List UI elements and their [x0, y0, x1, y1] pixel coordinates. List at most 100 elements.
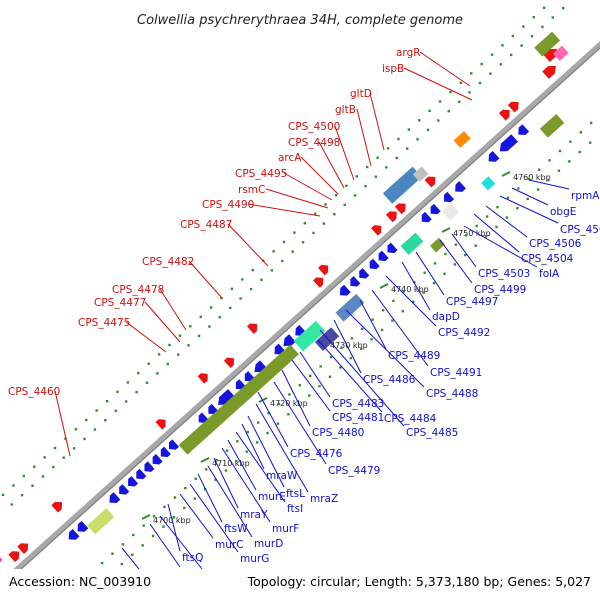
forward-gene-label: CPS_4500	[288, 121, 340, 133]
band-dot	[350, 337, 354, 340]
reverse-gene-arrow	[430, 203, 441, 215]
band-dot	[297, 403, 300, 407]
gene-block	[293, 320, 326, 352]
gene-block	[539, 113, 565, 138]
reverse-gene-label: CPS_4492	[438, 327, 490, 339]
reverse-label-leader	[299, 351, 331, 398]
band-dot	[490, 53, 494, 56]
gene-block	[534, 31, 561, 57]
band-dot	[505, 216, 509, 219]
reverse-label-leader	[189, 483, 239, 553]
reverse-label-leader	[359, 299, 387, 350]
band-dot	[360, 347, 363, 350]
reverse-label-leader	[528, 179, 570, 190]
band-dot	[204, 468, 208, 471]
reverse-gene-label: CPS_4509	[560, 224, 600, 236]
forward-label-leader	[188, 260, 223, 299]
band-dot	[407, 128, 411, 131]
reverse-gene-label: ftsL	[286, 488, 305, 500]
scale-tick-label: 4720 kbp	[270, 399, 308, 408]
footer-background	[0, 569, 600, 600]
gene-block	[382, 166, 422, 204]
reverse-gene-label: murF	[272, 523, 299, 535]
band-dot	[224, 469, 228, 472]
band-dot	[236, 440, 239, 443]
forward-gene-arrow	[498, 109, 510, 121]
reverse-gene-label: CPS_4491	[430, 367, 482, 379]
band-dot	[475, 224, 478, 228]
band-dot	[272, 250, 275, 253]
band-dot	[578, 150, 581, 154]
band-dot	[20, 493, 24, 497]
reverse-gene-arrow	[283, 334, 296, 347]
reverse-label-leader	[333, 319, 362, 374]
outer-dot-bands	[1, 6, 593, 566]
band-dot	[495, 225, 498, 229]
band-dot	[412, 300, 415, 304]
band-dot	[457, 100, 461, 103]
reverse-gene-arrow	[152, 454, 163, 465]
band-dot	[329, 355, 333, 359]
reverse-gene-label: murD	[254, 538, 283, 550]
band-dot	[251, 268, 254, 272]
band-dot	[53, 446, 57, 450]
band-dot	[120, 562, 124, 566]
band-dot	[132, 533, 135, 537]
band-dot	[116, 390, 119, 394]
band-dot	[423, 271, 426, 274]
band-dot	[309, 374, 312, 377]
band-dot	[418, 119, 421, 122]
reverse-gene-arrow	[455, 181, 466, 192]
forward-gene-arrow	[197, 373, 208, 384]
band-dot	[270, 269, 274, 272]
band-dot	[166, 362, 169, 366]
band-dot	[380, 328, 384, 332]
reverse-label-leader	[255, 403, 309, 493]
reverse-gene-arrow	[444, 191, 455, 203]
band-dot	[506, 196, 510, 200]
band-dot	[12, 484, 15, 487]
map-title: Colwellia psychrerythraea 34H, complete …	[137, 13, 463, 28]
scale-tick	[141, 514, 151, 520]
reverse-gene-arrow	[160, 446, 171, 458]
reverse-label-leader	[385, 275, 437, 327]
gene-block	[429, 237, 445, 253]
reverse-gene-label: obgE	[550, 206, 576, 218]
band-dot	[260, 278, 263, 281]
band-dot	[72, 447, 76, 450]
band-dot	[401, 310, 405, 313]
band-dot	[328, 375, 332, 379]
reverse-gene-label: CPS_4506	[529, 238, 582, 250]
band-dot	[489, 72, 492, 75]
band-dot	[131, 553, 134, 556]
band-dot	[496, 205, 499, 209]
band-dot	[184, 486, 187, 490]
band-dot	[83, 437, 86, 441]
band-dot	[194, 477, 197, 480]
band-dot	[256, 421, 260, 424]
band-dot	[355, 175, 359, 178]
forward-gene-arrow	[8, 551, 20, 563]
forward-label-leader	[125, 321, 167, 353]
reverse-gene-label: CPS_4503	[478, 268, 530, 280]
forward-label-leader	[369, 92, 385, 151]
reverse-gene-arrow	[369, 258, 380, 270]
forward-gene-label: CPS_4495	[235, 168, 287, 180]
reverse-gene-label: ftsI	[287, 503, 303, 515]
band-dot	[152, 515, 156, 518]
reverse-label-leader	[291, 359, 331, 412]
band-dot	[438, 100, 442, 103]
band-dot	[241, 278, 244, 281]
reverse-gene-label: CPS_4504	[521, 253, 574, 265]
band-dot	[288, 393, 291, 396]
band-dot	[324, 203, 327, 206]
band-dot	[395, 156, 398, 160]
band-dot	[353, 194, 357, 197]
reverse-label-leader	[473, 213, 520, 253]
band-dot	[322, 222, 326, 225]
band-dot	[104, 419, 107, 422]
band-dot	[173, 496, 177, 499]
band-dot	[454, 243, 458, 246]
